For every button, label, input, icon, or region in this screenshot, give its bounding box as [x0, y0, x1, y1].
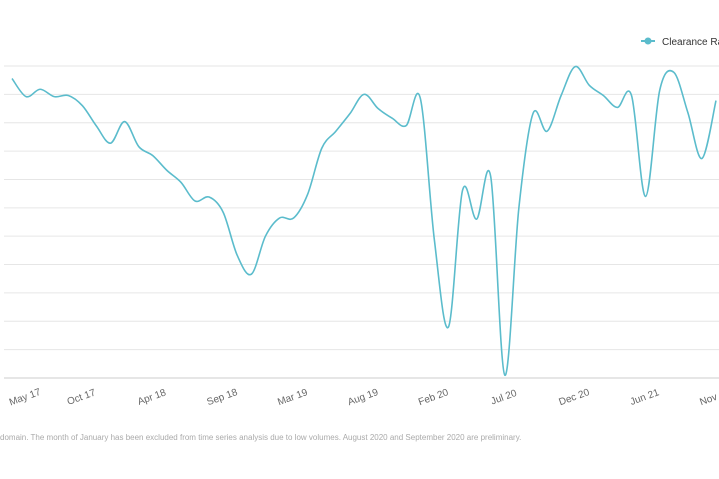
data-line — [11, 65, 717, 376]
x-tick-label: Dec 20 — [558, 387, 592, 408]
x-tick-label: May 17 — [8, 387, 43, 409]
x-tick-label: Jun 21 — [629, 387, 661, 408]
legend-label: Clearance Rate — [662, 37, 719, 48]
x-tick-label: Mar 19 — [276, 387, 309, 408]
x-tick-label: Apr 18 — [136, 387, 168, 408]
legend-marker — [644, 37, 652, 45]
x-tick-label: Oct 17 — [66, 387, 98, 408]
x-tick-label: Jul 20 — [490, 388, 519, 408]
x-tick-label: Sep 18 — [206, 387, 240, 408]
footnote: domain. The month of January has been ex… — [0, 433, 521, 442]
x-tick-label: Aug 19 — [346, 387, 380, 408]
x-tick-label: Nov 21 — [698, 387, 719, 408]
x-tick-label: Feb 20 — [417, 387, 450, 408]
